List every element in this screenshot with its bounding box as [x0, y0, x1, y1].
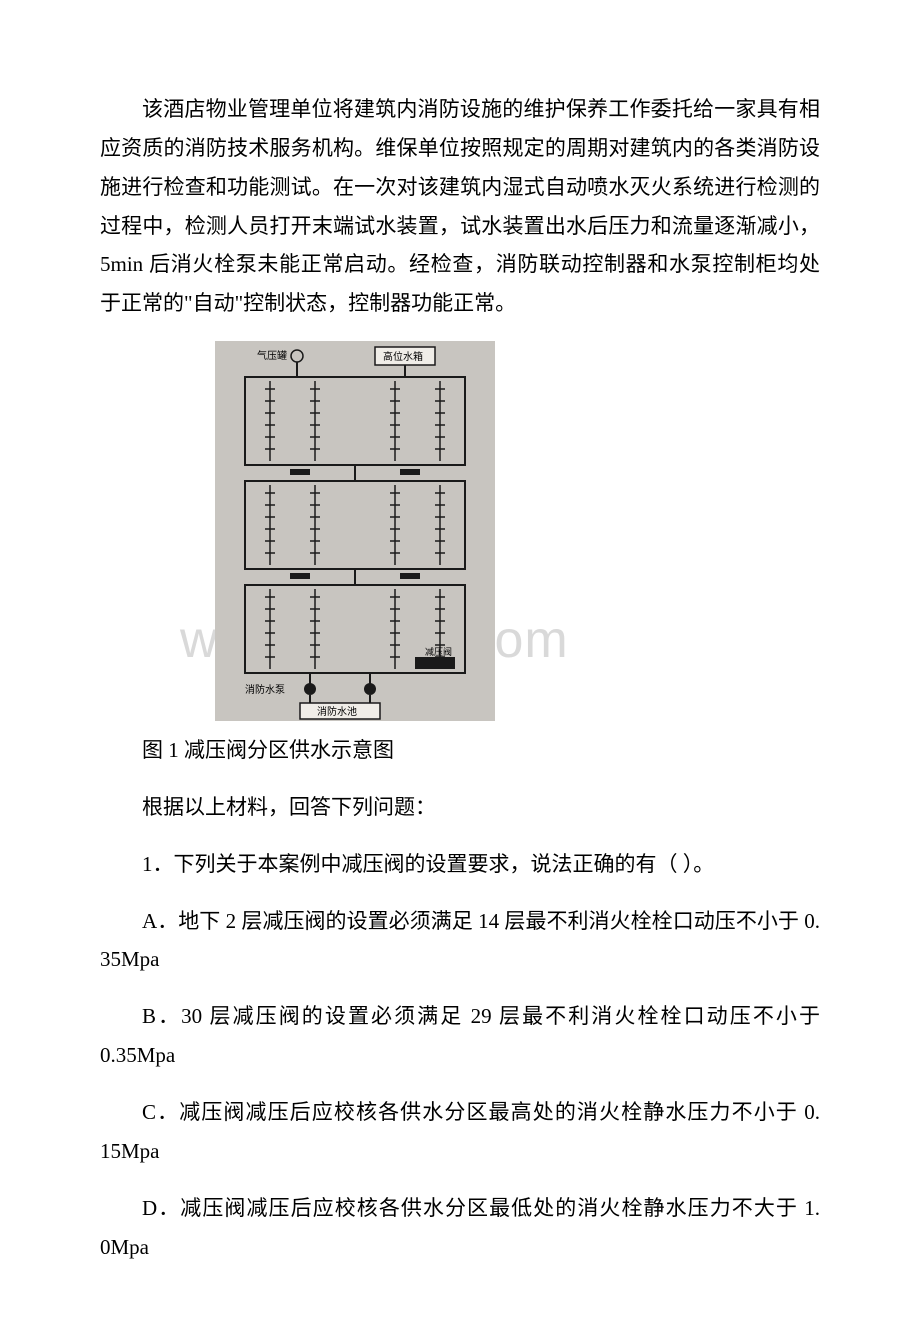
- label-fire-pump: 消防水泵: [245, 683, 285, 696]
- option-d: D．减压阀减压后应校核各供水分区最低处的消火栓静水压力不大于 1. 0Mpa: [100, 1189, 820, 1267]
- option-b: B．30 层减压阀的设置必须满足 29 层最不利消火栓栓口动压不小于 0.35M…: [100, 997, 820, 1075]
- label-high-tank: 高位水箱: [383, 350, 423, 363]
- option-a: A．地下 2 层减压阀的设置必须满足 14 层最不利消火栓栓口动压不小于 0. …: [100, 902, 820, 980]
- label-reducing-valve: 减压阀: [425, 646, 452, 657]
- paragraph-prompt: 根据以上材料，回答下列问题：: [100, 788, 820, 827]
- option-c: C．减压阀减压后应校核各供水分区最高处的消火栓静水压力不小于 0. 15Mpa: [100, 1093, 820, 1171]
- water-supply-diagram: 气压罐 高位水箱: [215, 341, 495, 721]
- figure-caption: 图 1 减压阀分区供水示意图: [100, 731, 820, 770]
- label-pressure-tank: 气压罐: [257, 349, 287, 362]
- label-fire-pool: 消防水池: [317, 705, 357, 718]
- paragraph-intro: 该酒店物业管理单位将建筑内消防设施的维护保养工作委托给一家具有相应资质的消防技术…: [100, 90, 820, 323]
- question-1: 1．下列关于本案例中减压阀的设置要求，说法正确的有（ ）。: [100, 845, 820, 884]
- figure-diagram: 气压罐 高位水箱: [215, 341, 495, 721]
